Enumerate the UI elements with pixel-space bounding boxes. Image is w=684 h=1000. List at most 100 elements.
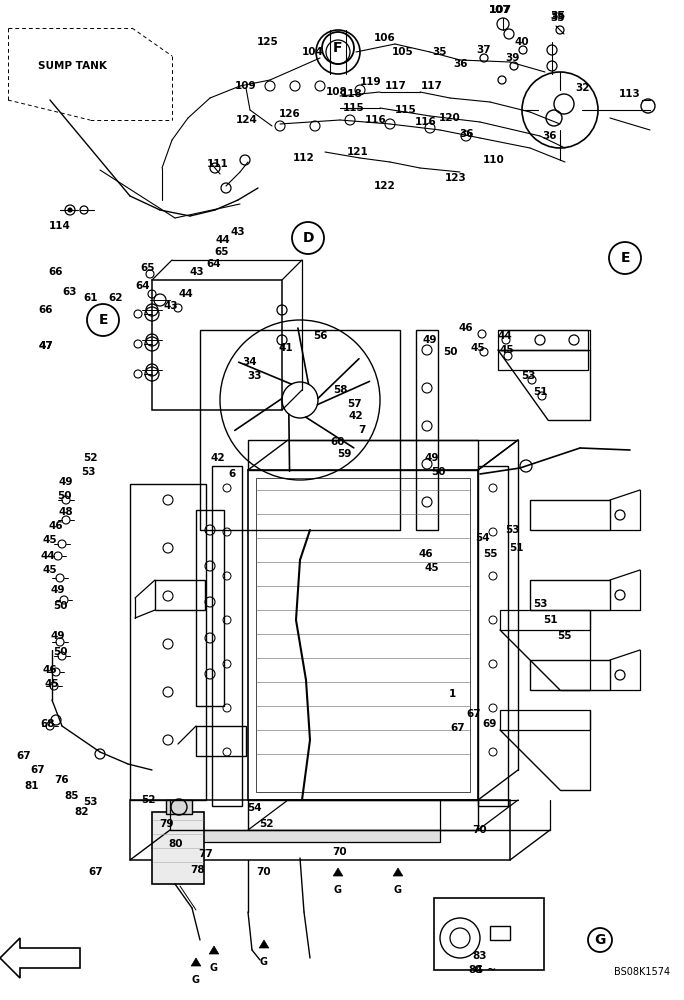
Bar	[530, 580, 610, 610]
Text: 105: 105	[392, 47, 414, 57]
Bar	[152, 812, 204, 884]
Text: 104: 104	[302, 47, 324, 57]
Text: 78: 78	[191, 865, 205, 875]
Text: 114: 114	[49, 221, 71, 231]
Text: 77: 77	[198, 849, 213, 859]
Text: 61: 61	[83, 293, 98, 303]
Bar	[248, 440, 478, 470]
Text: 117: 117	[385, 81, 407, 91]
Text: 34: 34	[243, 357, 257, 367]
Text: 44: 44	[498, 331, 512, 341]
Text: 117: 117	[421, 81, 443, 91]
Text: 66: 66	[49, 267, 63, 277]
Text: E: E	[98, 313, 108, 327]
Text: 50: 50	[443, 347, 457, 357]
Text: 53: 53	[505, 525, 519, 535]
Text: 63: 63	[63, 287, 77, 297]
Text: 47: 47	[38, 341, 53, 351]
Text: 70: 70	[256, 867, 272, 877]
Text: 43: 43	[163, 301, 179, 311]
Text: 108: 108	[326, 87, 348, 97]
Text: 36: 36	[542, 131, 557, 141]
Text: 45: 45	[471, 343, 486, 353]
Text: SUMP TANK: SUMP TANK	[38, 61, 107, 71]
Text: G ~: G ~	[474, 965, 497, 975]
Text: 44: 44	[215, 235, 231, 245]
Bar	[212, 466, 242, 806]
Bar	[434, 898, 544, 970]
Text: 107: 107	[488, 5, 512, 15]
Text: F: F	[333, 41, 343, 55]
Text: 124: 124	[236, 115, 258, 125]
Text: 52: 52	[259, 819, 273, 829]
Text: 37: 37	[477, 45, 491, 55]
Text: 49: 49	[51, 631, 65, 641]
Text: 46: 46	[42, 665, 57, 675]
Text: 55: 55	[483, 549, 497, 559]
Text: 82: 82	[75, 807, 89, 817]
Text: 43: 43	[231, 227, 246, 237]
Text: 50: 50	[431, 467, 445, 477]
Text: 42: 42	[349, 411, 363, 421]
Text: 49: 49	[425, 453, 439, 463]
Polygon shape	[393, 868, 403, 876]
Text: G: G	[210, 963, 218, 973]
Text: 121: 121	[347, 147, 369, 157]
Text: 67: 67	[31, 765, 45, 775]
Bar	[416, 330, 438, 530]
Text: 54: 54	[247, 803, 261, 813]
Text: 106: 106	[374, 33, 396, 43]
Text: 54: 54	[475, 533, 489, 543]
Text: 36: 36	[460, 129, 474, 139]
Text: 66: 66	[39, 305, 53, 315]
Text: 68: 68	[41, 719, 55, 729]
Text: 45: 45	[44, 679, 60, 689]
Text: 50: 50	[57, 491, 71, 501]
Text: 119: 119	[360, 77, 382, 87]
Text: D: D	[302, 231, 314, 245]
Text: 59: 59	[337, 449, 351, 459]
Text: 51: 51	[533, 387, 547, 397]
Text: 45: 45	[500, 345, 514, 355]
Text: 44: 44	[40, 551, 55, 561]
Text: 52: 52	[83, 453, 97, 463]
Text: 39: 39	[505, 53, 521, 63]
Text: 112: 112	[293, 153, 315, 163]
Text: 125: 125	[257, 37, 279, 47]
Text: 49: 49	[423, 335, 437, 345]
Text: 58: 58	[332, 385, 347, 395]
Text: 7: 7	[358, 425, 366, 435]
Text: 64: 64	[207, 259, 222, 269]
Text: 116: 116	[415, 117, 437, 127]
Polygon shape	[259, 940, 269, 948]
Text: 84: 84	[469, 965, 484, 975]
Text: 81: 81	[25, 781, 39, 791]
Text: 67: 67	[89, 867, 103, 877]
Text: 57: 57	[347, 399, 361, 409]
Polygon shape	[209, 946, 219, 954]
Text: 70: 70	[332, 847, 347, 857]
Text: 123: 123	[445, 173, 467, 183]
Text: 51: 51	[542, 615, 557, 625]
Text: 55: 55	[557, 631, 571, 641]
Text: 45: 45	[425, 563, 439, 573]
Text: 62: 62	[109, 293, 123, 303]
Bar	[130, 800, 510, 860]
Text: 49: 49	[59, 477, 73, 487]
Polygon shape	[0, 938, 80, 978]
Bar	[256, 478, 470, 792]
Text: 35: 35	[433, 47, 447, 57]
Text: 109: 109	[235, 81, 256, 91]
Text: 79: 79	[159, 819, 173, 829]
Text: 67: 67	[16, 751, 31, 761]
Text: G: G	[192, 975, 200, 985]
Text: 65: 65	[215, 247, 229, 257]
Text: 67: 67	[466, 709, 482, 719]
Text: 107: 107	[489, 5, 511, 15]
Text: 118: 118	[341, 89, 363, 99]
Text: 53: 53	[533, 599, 547, 609]
Text: 1: 1	[449, 689, 456, 699]
Bar	[498, 350, 588, 370]
Text: G: G	[334, 885, 342, 895]
Text: 50: 50	[53, 601, 67, 611]
